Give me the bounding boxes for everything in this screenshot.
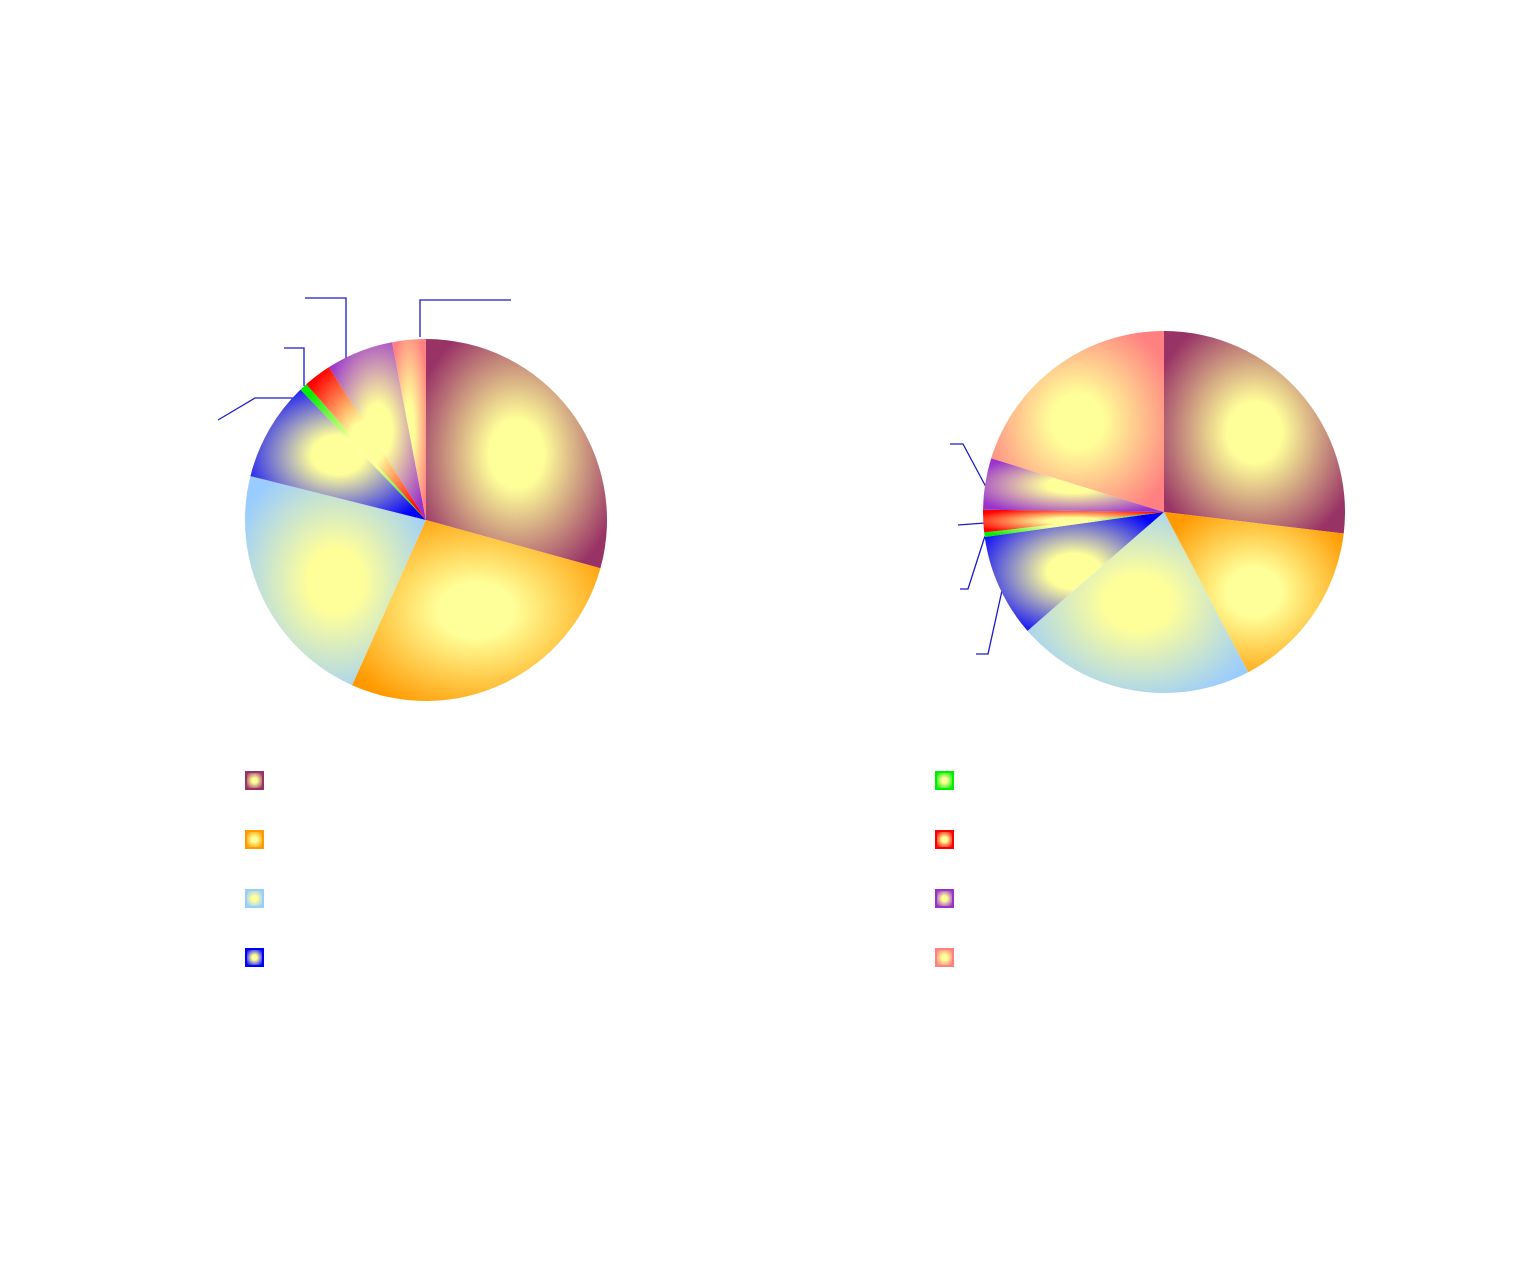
pie-slice — [991, 331, 1164, 512]
pie-slice — [250, 389, 426, 520]
pie-slice — [392, 339, 426, 520]
legend-swatch — [935, 830, 954, 849]
pie-slice — [984, 512, 1164, 631]
pie-slice — [1027, 512, 1249, 694]
pie-slice — [426, 339, 607, 569]
legend-swatch — [245, 948, 264, 967]
pie-slice — [329, 342, 426, 520]
pie-slice — [983, 509, 1164, 533]
leader-lines — [217, 297, 1004, 655]
pie-slice — [1164, 331, 1346, 534]
leader-line — [284, 347, 305, 386]
leader-line — [305, 297, 347, 362]
pie-slice — [983, 458, 1164, 512]
leader-line — [957, 522, 986, 526]
leader-line — [960, 535, 986, 590]
legend-swatch — [935, 889, 954, 908]
legend-swatch — [245, 889, 264, 908]
leader-line — [950, 443, 987, 488]
pie-slice — [352, 520, 601, 702]
legend-swatch — [245, 771, 264, 790]
legend-swatch — [245, 830, 264, 849]
leader-line — [217, 397, 301, 421]
pie-slice — [244, 476, 426, 686]
pie-slice — [300, 384, 426, 520]
pie-slice — [984, 512, 1164, 537]
legend-swatch — [935, 948, 954, 967]
leader-line — [976, 585, 1004, 655]
leader-line — [419, 299, 511, 337]
legend-swatch — [935, 771, 954, 790]
pie-slice — [306, 367, 426, 520]
pie-slice — [1164, 512, 1344, 673]
